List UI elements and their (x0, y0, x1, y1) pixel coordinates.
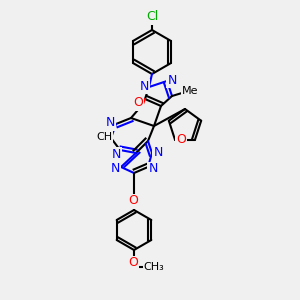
Text: O: O (128, 256, 138, 269)
Text: Cl: Cl (146, 11, 158, 23)
Text: O: O (128, 194, 138, 208)
Text: N: N (111, 148, 121, 160)
Text: N: N (105, 116, 115, 130)
Text: CH: CH (96, 132, 112, 142)
Text: O: O (176, 133, 186, 146)
Text: N: N (110, 161, 120, 175)
Text: N: N (148, 163, 158, 176)
Text: Me: Me (182, 86, 198, 96)
Text: N: N (167, 74, 177, 86)
Text: O: O (133, 97, 143, 110)
Text: N: N (153, 146, 163, 158)
Text: N: N (139, 80, 149, 92)
Text: CH₃: CH₃ (144, 262, 164, 272)
